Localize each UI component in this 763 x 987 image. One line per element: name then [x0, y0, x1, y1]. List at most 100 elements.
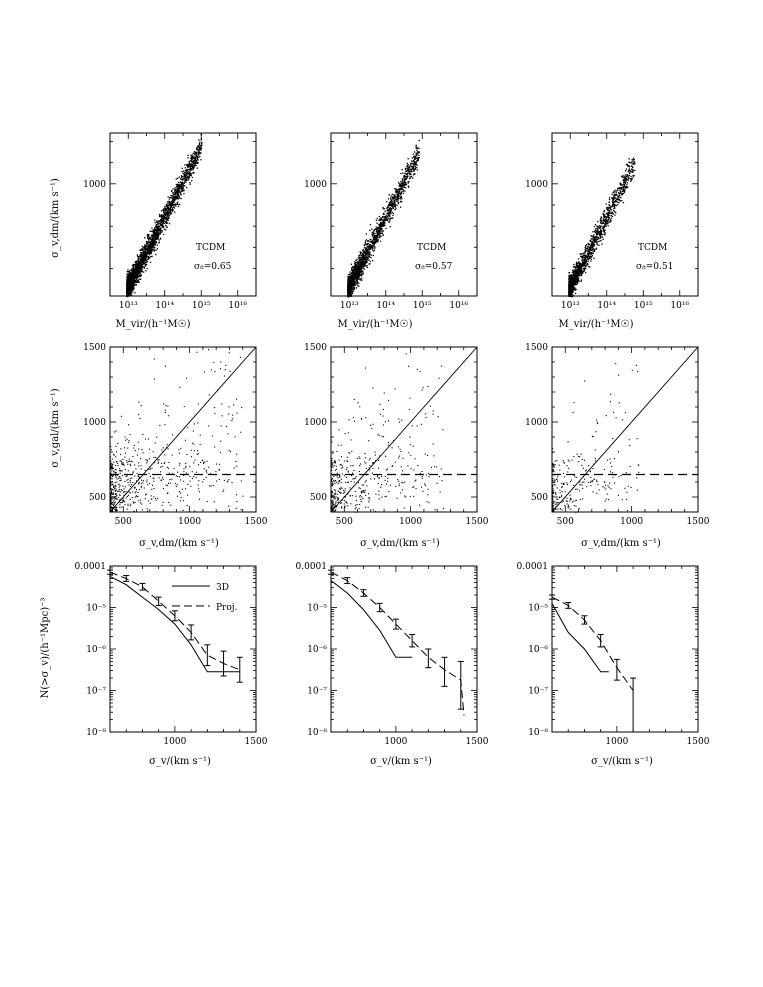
- data-point: [129, 279, 131, 281]
- data-point: [181, 167, 183, 169]
- data-point: [382, 206, 384, 209]
- data-point: [144, 254, 146, 256]
- data-point: [140, 257, 142, 259]
- data-point: [402, 185, 404, 188]
- data-point: [167, 203, 169, 205]
- data-point: [156, 232, 159, 234]
- data-point: [134, 275, 136, 277]
- data-point: [126, 275, 128, 277]
- data-point: [127, 283, 130, 286]
- data-point: [197, 159, 199, 161]
- data-point: [175, 190, 177, 193]
- data-point: [181, 189, 183, 191]
- data-point: [143, 261, 145, 264]
- data-point: [376, 241, 378, 243]
- data-point: [173, 196, 175, 199]
- data-point: [163, 219, 165, 221]
- data-point: [415, 161, 418, 163]
- data-point: [195, 161, 197, 163]
- data-point: [189, 167, 192, 169]
- data-point: [169, 213, 172, 215]
- data-point: [386, 210, 389, 212]
- data-point: [161, 215, 164, 217]
- data-point: [610, 215, 612, 217]
- data-point: [361, 262, 364, 264]
- x-tick-label: 10¹⁵: [192, 301, 211, 311]
- data-point: [141, 255, 144, 257]
- data-point: [632, 166, 634, 168]
- data-point: [140, 269, 143, 271]
- data-point: [195, 154, 197, 156]
- data-point: [352, 267, 354, 269]
- data-point: [130, 290, 132, 292]
- data-point: [141, 245, 143, 248]
- data-point: [133, 272, 135, 274]
- data-point: [412, 174, 415, 176]
- data-point: [191, 180, 193, 182]
- data-point: [615, 189, 617, 191]
- data-point: [176, 185, 178, 188]
- data-point: [171, 195, 173, 197]
- data-point: [176, 195, 179, 197]
- data-point: [149, 230, 151, 232]
- data-point: [361, 274, 363, 276]
- data-point: [155, 225, 157, 228]
- data-point: [399, 191, 401, 193]
- data-point: [568, 276, 570, 278]
- data-point: [197, 154, 200, 156]
- top-xlabel-3: M_vir/(h⁻¹M☉): [559, 319, 634, 330]
- data-point: [176, 191, 178, 193]
- data-point: [375, 230, 378, 233]
- data-point: [138, 274, 141, 276]
- data-point: [402, 190, 404, 193]
- data-point: [382, 221, 384, 223]
- data-point: [174, 195, 177, 197]
- data-point: [147, 241, 149, 243]
- data-point: [622, 188, 624, 190]
- data-point: [362, 257, 365, 259]
- data-point: [169, 209, 171, 211]
- data-point: [148, 250, 151, 252]
- data-point: [404, 178, 406, 180]
- data-point: [154, 244, 156, 246]
- data-point: [142, 266, 144, 268]
- data-point: [148, 241, 150, 243]
- data-point: [139, 266, 141, 268]
- data-point: [379, 223, 381, 225]
- data-point: [129, 270, 131, 272]
- data-point: [135, 278, 138, 281]
- data-point: [404, 178, 406, 181]
- data-point: [583, 269, 586, 271]
- data-point: [177, 191, 179, 193]
- data-point: [147, 251, 149, 253]
- data-point: [164, 207, 166, 209]
- data-point: [131, 285, 133, 287]
- data-point: [193, 160, 195, 162]
- data-point: [362, 254, 364, 256]
- data-point: [145, 251, 147, 253]
- data-point: [367, 257, 369, 260]
- data-point: [379, 228, 381, 230]
- data-point: [415, 153, 417, 155]
- data-point: [138, 268, 140, 270]
- data-point: [161, 231, 163, 233]
- data-point: [178, 189, 180, 192]
- data-point: [127, 275, 129, 277]
- data-point: [173, 201, 175, 203]
- data-point: [351, 291, 353, 293]
- data-point: [152, 230, 154, 232]
- data-point: [130, 281, 132, 283]
- data-point: [349, 288, 351, 290]
- data-point: [614, 214, 616, 216]
- data-point: [183, 170, 185, 172]
- data-point: [191, 154, 193, 156]
- data-point: [367, 250, 369, 253]
- data-point: [155, 242, 157, 244]
- data-point: [400, 184, 402, 187]
- data-point: [351, 280, 353, 282]
- data-point: [180, 186, 182, 188]
- data-point: [155, 230, 157, 232]
- data-point: [415, 152, 417, 154]
- data-point: [362, 264, 365, 266]
- data-point: [389, 207, 392, 209]
